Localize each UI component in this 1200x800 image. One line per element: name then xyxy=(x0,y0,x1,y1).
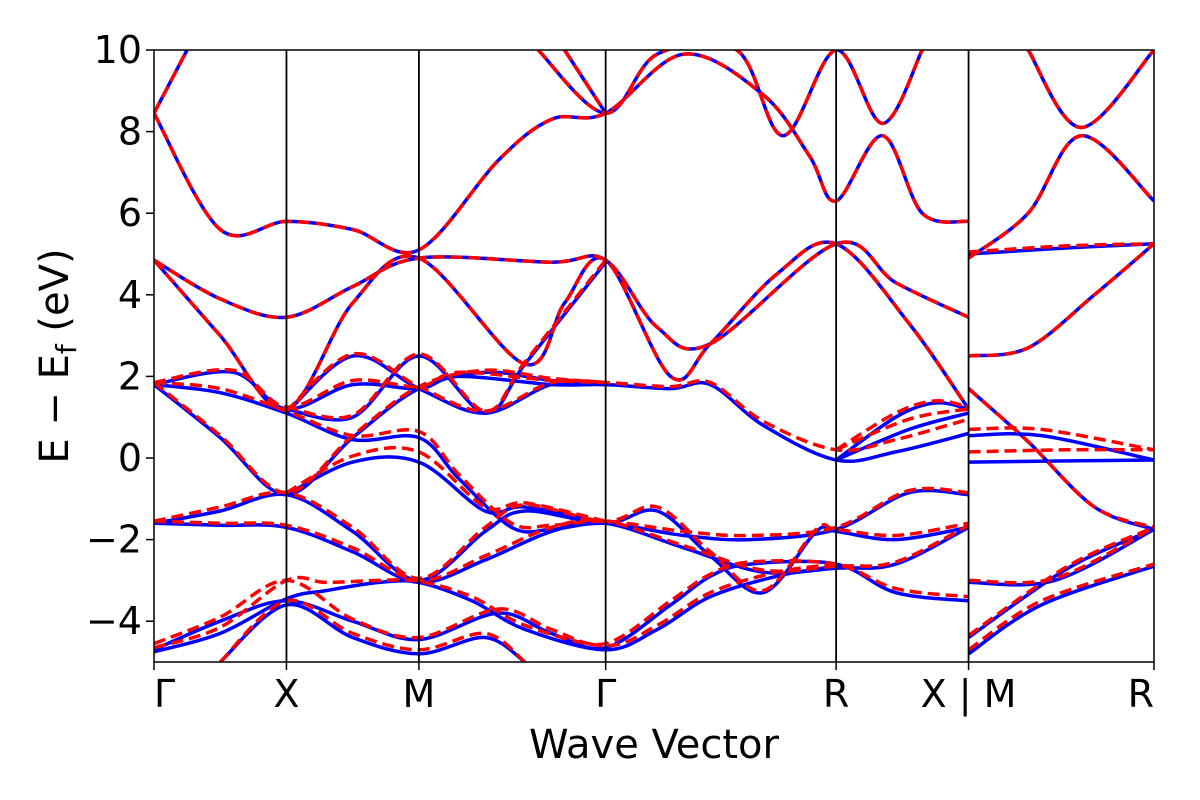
band-line-solid-17 xyxy=(536,50,924,138)
band-line-dashed-25 xyxy=(968,242,1154,358)
band-line-solid-9 xyxy=(285,353,606,415)
x-tick-label-1: X xyxy=(273,672,299,716)
y-tick-label-7: 10 xyxy=(94,28,142,72)
band-line-dashed-12 xyxy=(835,399,969,452)
band-line-dashed-5 xyxy=(154,380,969,538)
band-line-solid-12 xyxy=(835,400,969,462)
band-line-dashed-13 xyxy=(154,240,970,351)
y-axis-label-subscript: f xyxy=(50,343,83,354)
band-line-dashed-2 xyxy=(218,598,527,662)
kpoint-lines xyxy=(285,50,970,662)
band-line-dashed-10 xyxy=(286,259,608,420)
band-line-dashed-24 xyxy=(967,387,1154,530)
y-tick-label-0: −4 xyxy=(86,599,142,643)
band-line-dashed-22 xyxy=(968,447,1154,454)
x-tick-label-6: R xyxy=(1128,672,1154,716)
band-line-dashed-9 xyxy=(285,351,606,413)
band-line-dashed-18 xyxy=(563,50,608,115)
series-layer xyxy=(154,50,1154,662)
x-tick-label-2: M xyxy=(403,672,436,716)
y-tick-label-2: 0 xyxy=(118,436,142,480)
band-line-solid-13 xyxy=(154,240,970,351)
y-axis-label-unit: (eV) xyxy=(32,248,78,344)
band-line-solid-25 xyxy=(968,242,1154,358)
band-line-dashed-20 xyxy=(967,525,1154,637)
band-line-solid-27 xyxy=(967,133,1154,260)
band-line-solid-22 xyxy=(968,458,1154,464)
y-tick-label-1: −2 xyxy=(86,518,142,562)
band-line-dashed-19 xyxy=(967,562,1154,652)
x-tick-label-0: Γ xyxy=(154,672,175,716)
x-tick-label-3: Γ xyxy=(595,672,616,716)
y-tick-label-3: 2 xyxy=(118,354,142,398)
band-line-dashed-16 xyxy=(154,50,189,115)
band-line-dashed-23 xyxy=(968,426,1154,452)
band-line-solid-7 xyxy=(154,369,970,464)
band-line-dashed-15 xyxy=(154,52,969,255)
y-axis-label: E − Ef (eV) xyxy=(32,248,83,463)
band-line-dashed-6 xyxy=(285,445,607,523)
plot-frame xyxy=(153,49,1155,663)
band-line-dashed-4 xyxy=(154,490,969,593)
band-line-dashed-8 xyxy=(154,368,606,495)
band-line-dashed-21 xyxy=(968,525,1154,585)
x-tick-label-4: R xyxy=(823,672,849,716)
band-line-dashed-11 xyxy=(835,407,969,452)
band-line-solid-15 xyxy=(154,52,969,255)
x-tick-label-5: X | M xyxy=(921,672,1017,717)
y-tick-label-5: 6 xyxy=(118,191,142,235)
y-axis-label-main: E − E xyxy=(32,354,78,464)
band-line-solid-19 xyxy=(967,564,1154,656)
band-line-solid-10 xyxy=(286,261,608,422)
band-line-dashed-0 xyxy=(154,562,837,650)
axis-ticks: −4 −2 0 2 4 6 8 10 Γ X M Γ R X | M R xyxy=(86,28,1155,717)
band-line-dashed-14 xyxy=(154,240,971,411)
band-line-solid-2 xyxy=(219,602,526,662)
band-line-dashed-27 xyxy=(967,133,1154,260)
band-line-dashed-17 xyxy=(536,50,924,138)
y-tick-label-6: 8 xyxy=(118,110,142,154)
x-axis-label: Wave Vector xyxy=(529,722,780,768)
y-tick-label-4: 4 xyxy=(118,273,142,317)
band-line-solid-6 xyxy=(285,455,607,526)
band-line-solid-11 xyxy=(835,411,970,462)
band-line-dashed-26 xyxy=(968,242,1154,254)
band-line-dashed-28 xyxy=(1026,50,1154,130)
band-line-solid-23 xyxy=(968,432,1154,462)
